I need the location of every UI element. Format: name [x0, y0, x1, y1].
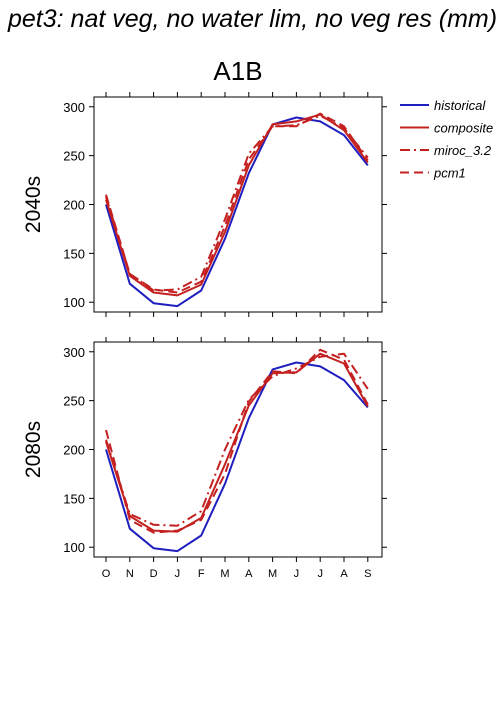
x-tick-label: A: [245, 568, 253, 580]
panel-2080s: 100 150 200 250 300 O N D J F M A M J J A S 2080s: [22, 337, 387, 580]
x-tick-label: M: [268, 568, 277, 580]
series-line-historical: [105, 116, 369, 308]
series-line-pcm1: [105, 112, 369, 294]
series-line-historical: [105, 361, 369, 553]
y-tick-label: 200: [63, 443, 85, 458]
x-tick-label: D: [150, 568, 158, 580]
y-tick-label: 300: [63, 345, 85, 360]
y-tick-label: 150: [63, 246, 85, 261]
series-line-miroc-3-2: [105, 352, 369, 527]
y-tick-label: 300: [63, 100, 85, 115]
panel-2040s: 100 150 200 250 300 2040s: [22, 92, 387, 317]
x-tick-label: J: [175, 568, 181, 580]
row-label: 2040s: [22, 176, 45, 233]
y-tick-label: 250: [63, 149, 85, 164]
scenario-label: A1B: [213, 56, 262, 86]
y-tick-label: 200: [63, 198, 85, 213]
x-tick-label: A: [340, 568, 348, 580]
legend-label-miroc-3-2: miroc_3.2: [434, 143, 492, 158]
x-tick-label: N: [126, 568, 134, 580]
y-tick-label: 100: [63, 295, 85, 310]
x-tick-label: J: [317, 568, 323, 580]
legend-label-pcm1: pcm1: [433, 166, 466, 181]
x-tick-label: J: [294, 568, 300, 580]
series-line-pcm1: [105, 348, 369, 534]
legend-label-historical: historical: [434, 98, 486, 113]
x-tick-label: M: [220, 568, 229, 580]
page-title: pet3: nat veg, no water lim, no veg res …: [8, 5, 498, 33]
x-tick-label: F: [198, 568, 205, 580]
x-tick-label: S: [364, 568, 371, 580]
y-tick-label: 150: [63, 491, 85, 506]
y-tick-label: 250: [63, 394, 85, 409]
legend-label-composite: composite: [434, 121, 493, 136]
x-tick-label: O: [102, 568, 111, 580]
series-line-composite: [105, 352, 369, 533]
legend: historical composite miroc_3.2 pcm1: [400, 98, 493, 181]
row-label: 2080s: [22, 421, 45, 478]
y-tick-label: 100: [63, 540, 85, 555]
